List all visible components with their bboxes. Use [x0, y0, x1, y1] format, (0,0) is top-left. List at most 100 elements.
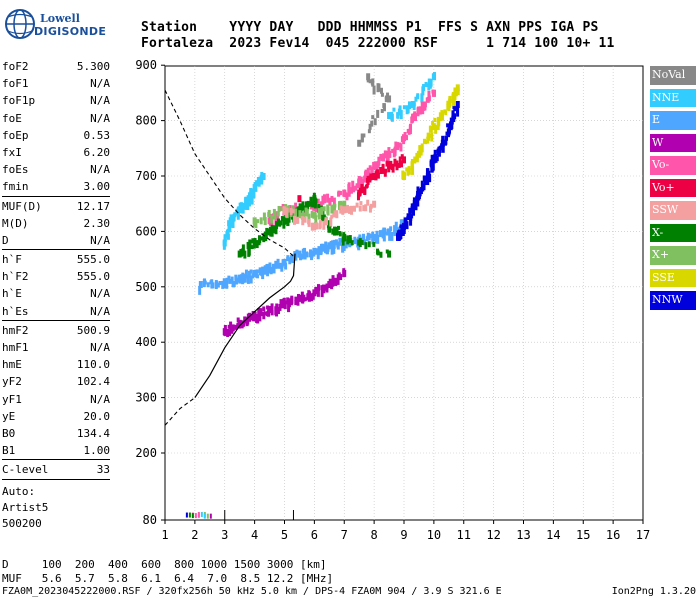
echo-point [387, 95, 392, 103]
echo-point [431, 89, 436, 97]
echo-mark [355, 183, 359, 189]
echo-mark [375, 170, 379, 177]
param-row: B1 1.00 [2, 442, 110, 459]
x-tick-label: 8 [371, 528, 378, 542]
echo-mark [446, 123, 450, 128]
echo-mark [376, 109, 380, 118]
echo-mark [316, 198, 320, 204]
param-name: yF1 [2, 392, 22, 406]
echo-mark [398, 105, 402, 113]
echo-point [342, 233, 347, 241]
y-tick-label: 200 [135, 446, 157, 460]
echo-mark [412, 197, 416, 205]
profile-bottomside-extrapolation [164, 397, 196, 426]
echo-mark [245, 317, 249, 327]
echo-mark [310, 251, 314, 261]
echo-mark [375, 231, 379, 238]
echo-mark [337, 190, 341, 196]
param-name: hmE [2, 358, 22, 372]
echo-point [222, 328, 227, 336]
echo-point [431, 123, 436, 131]
echo-point [237, 319, 242, 327]
echo-mark [316, 289, 320, 295]
x-tick-label: 12 [486, 528, 500, 542]
echo-mark [407, 166, 411, 174]
echo-mark [227, 275, 231, 280]
echo-mark [368, 165, 372, 171]
echo-mark [318, 223, 322, 230]
echo-point [297, 195, 302, 203]
echo-point [416, 106, 421, 114]
echo-mark [403, 217, 407, 226]
echo-mark [241, 276, 245, 285]
echo-mark [270, 227, 274, 237]
param-row: M(D) 2.30 [2, 215, 110, 232]
x-tick-label: 7 [341, 528, 348, 542]
echo-mark [333, 226, 337, 236]
echo-point [431, 73, 436, 81]
echo-mark [321, 195, 325, 205]
echo-mark [262, 212, 266, 221]
echo-mark [368, 79, 372, 84]
echo-mark [386, 92, 390, 97]
echo-mark [402, 105, 406, 110]
echo-mark [265, 263, 269, 269]
echo-mark [276, 258, 280, 263]
echo-mark [357, 239, 361, 246]
echo-mark [420, 101, 424, 108]
es-echo-mark [194, 513, 197, 519]
echo-mark [272, 265, 276, 274]
echo-mark [259, 217, 263, 225]
echo-mark [358, 238, 362, 248]
y-tick-label: 80 [143, 513, 157, 527]
echo-mark [210, 279, 214, 284]
echo-mark [298, 210, 302, 219]
echo-point [228, 217, 233, 225]
echo-mark [355, 202, 359, 208]
echo-mark [325, 283, 329, 293]
echo-mark [361, 178, 365, 186]
echo-mark [225, 277, 229, 284]
x-tick-label: 11 [457, 528, 471, 542]
echo-mark [256, 219, 260, 224]
echo-mark [382, 234, 386, 242]
legend-item-e: E [650, 111, 696, 134]
echo-mark [279, 299, 283, 307]
echo-mark [265, 227, 269, 235]
echo-mark [276, 307, 280, 315]
echo-mark [270, 218, 274, 228]
header-labels: Station YYYY DAY DDD HHMMSS P1 FFS S AXN… [141, 20, 599, 35]
echo-mark [294, 202, 298, 207]
param-value: 3.00 [83, 180, 111, 194]
echo-point [387, 250, 392, 258]
echo-point [252, 217, 257, 225]
software-version: Ion2Png 1.3.20 [611, 586, 696, 597]
echo-mark [443, 139, 447, 146]
legend-item-w: W [650, 133, 696, 156]
echo-mark [420, 143, 424, 153]
echo-mark [324, 244, 328, 254]
param-value: N/A [90, 341, 110, 354]
muf-table-muf-row: MUF 5.6 5.7 5.8 6.1 6.4 7.0 8.5 12.2 [MH… [2, 572, 334, 585]
param-name: foF1 [2, 77, 29, 91]
echo-mark [376, 83, 380, 92]
echo-mark [427, 132, 431, 141]
echo-mark [289, 208, 293, 216]
echo-point [246, 195, 251, 203]
param-value: 33 [96, 463, 110, 477]
echo-mark [271, 226, 275, 232]
echo-point [387, 112, 392, 120]
echo-mark [307, 213, 311, 220]
echo-mark [332, 239, 336, 249]
scaled-parameters-panel: foF2 5.300 foF1 N/A foF1p N/A foE N/A foEp 0.53 fx… [2, 58, 110, 481]
echo-mark [270, 215, 274, 224]
param-value: 555.0 [76, 253, 110, 267]
x-tick-label: 4 [251, 528, 258, 542]
param-name: foEp [2, 128, 29, 142]
series-vo- [297, 154, 406, 203]
x-tick-label: 3 [221, 528, 228, 542]
echo-mark [296, 210, 300, 218]
param-row: foE N/A [2, 110, 110, 127]
echo-mark [228, 330, 232, 337]
echo-mark [414, 96, 418, 102]
